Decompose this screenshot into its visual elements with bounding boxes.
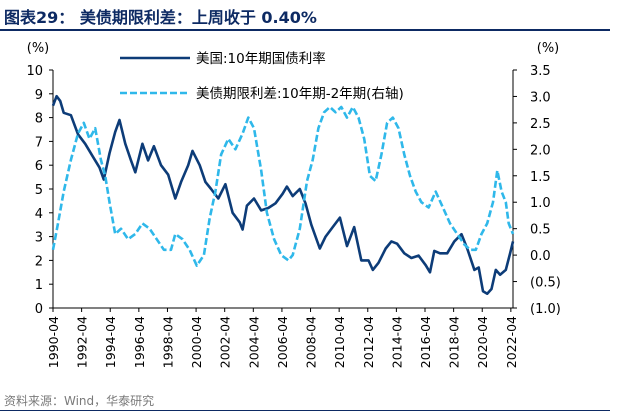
right-tick-label: 0.0 <box>530 249 551 264</box>
legend-label-term-spread: 美债期限利差:10年期-2年期(右轴) <box>196 86 404 102</box>
bottom-rule <box>0 410 610 411</box>
x-tick-label: 1994-04 <box>103 316 118 368</box>
x-tick-label: 1990-04 <box>46 316 61 368</box>
right-tick-label: 2.0 <box>530 143 551 158</box>
x-tick-label: 1996-04 <box>132 316 147 368</box>
left-tick-label: 0 <box>35 302 43 317</box>
x-tick-label: 1998-04 <box>160 316 175 368</box>
x-tick-label: 2022-04 <box>504 316 519 368</box>
right-tick-label: 2.5 <box>530 117 551 132</box>
left-tick-label: 3 <box>35 231 43 246</box>
title-rule <box>0 29 610 31</box>
right-tick-label: (0.5) <box>530 276 561 291</box>
right-tick-label: (1.0) <box>530 302 561 317</box>
x-tick-label: 2020-04 <box>475 316 490 368</box>
right-tick-label: 1.5 <box>530 170 551 185</box>
right-tick-label: 3.5 <box>530 64 551 79</box>
left-tick-label: 1 <box>35 278 43 293</box>
right-tick-label: 3.0 <box>530 90 551 105</box>
x-tick-label: 2008-04 <box>304 316 319 368</box>
legend-label-us10y: 美国:10年期国债利率 <box>196 50 326 67</box>
left-tick-label: 10 <box>26 64 43 79</box>
left-tick-label: 6 <box>35 159 43 174</box>
left-tick-label: 8 <box>35 112 43 127</box>
x-tick-label: 2006-04 <box>275 316 290 368</box>
right-tick-label: 1.0 <box>530 196 551 211</box>
left-tick-label: 7 <box>35 135 43 150</box>
left-tick-label: 9 <box>35 88 43 103</box>
series-line-us10y <box>51 94 515 296</box>
left-tick-label: 4 <box>35 207 43 222</box>
x-tick-label: 2000-04 <box>189 316 204 368</box>
series-line-term-spread <box>51 105 515 268</box>
x-tick-label: 2012-04 <box>361 316 376 368</box>
left-tick-label: 2 <box>35 254 43 269</box>
page-title: 图表29： 美债期限利差：上周收于 0.40% <box>4 8 317 27</box>
x-tick-label: 1992-04 <box>75 316 90 368</box>
right-tick-label: 0.5 <box>530 223 551 238</box>
x-tick-label: 2018-04 <box>447 316 462 368</box>
x-tick-label: 2004-04 <box>246 316 261 368</box>
x-tick-label: 2002-04 <box>218 316 233 368</box>
title-bar: 图表29： 美债期限利差：上周收于 0.40% <box>0 0 618 31</box>
x-tick-label: 2014-04 <box>389 316 404 368</box>
x-tick-label: 2010-04 <box>332 316 347 368</box>
left-axis-unit: (%) <box>27 41 50 56</box>
left-tick-label: 5 <box>35 183 43 198</box>
right-axis-unit: (%) <box>537 41 560 56</box>
x-tick-label: 2016-04 <box>418 316 433 368</box>
source-note: 资料来源：Wind，华泰研究 <box>4 394 155 408</box>
